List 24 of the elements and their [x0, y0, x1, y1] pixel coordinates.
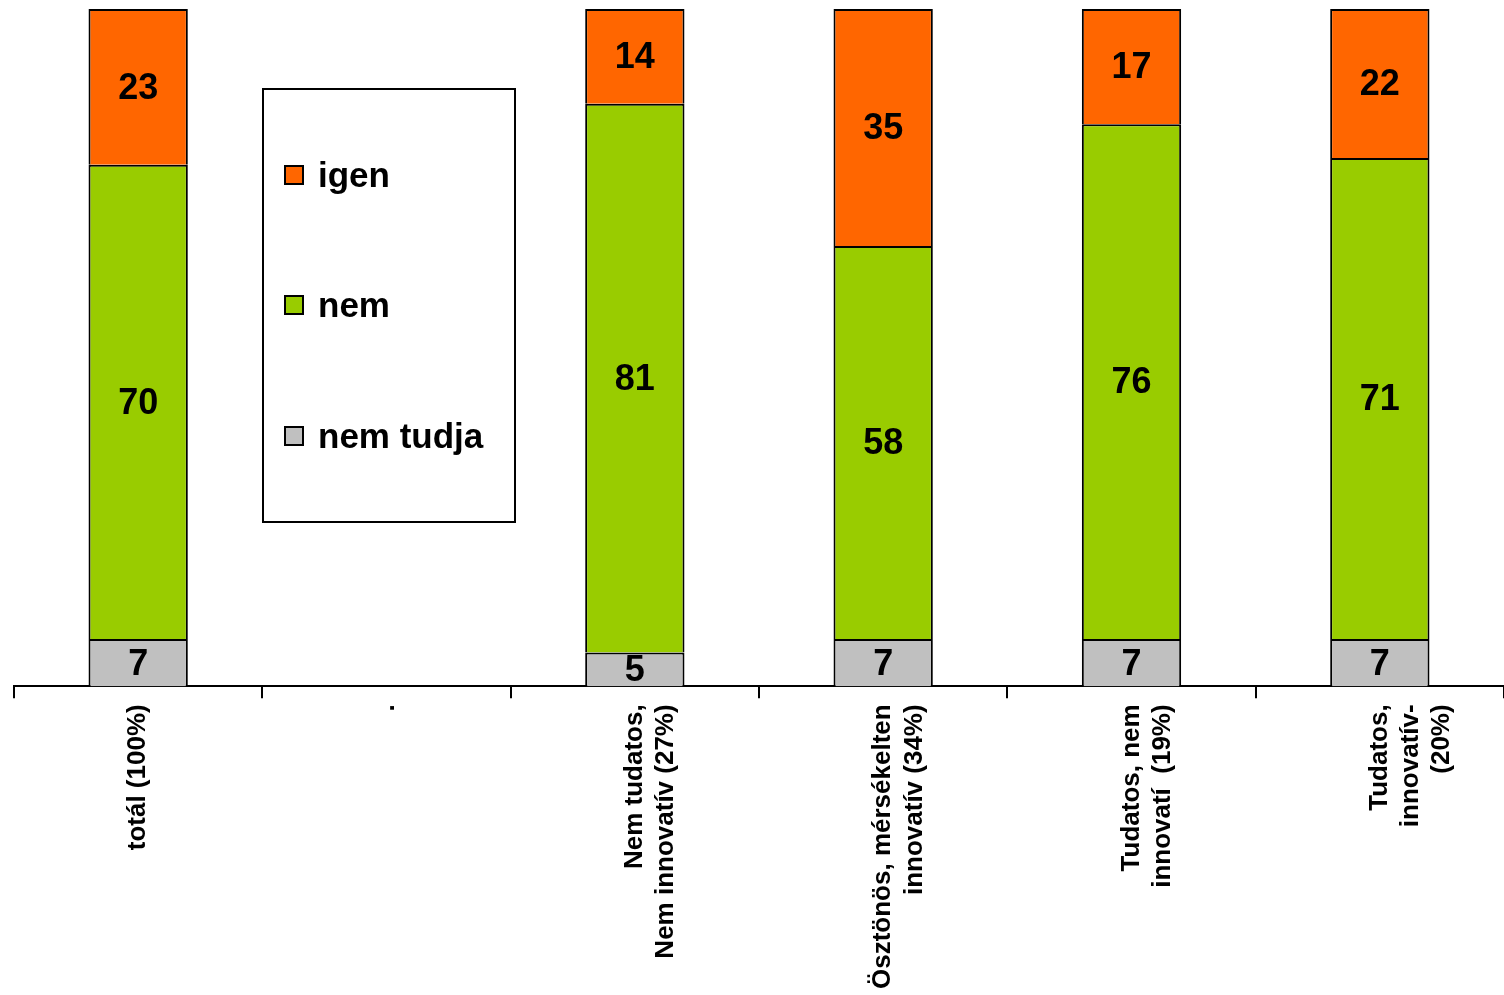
data-label: 17: [1111, 45, 1152, 87]
x-tick-label: Nem tudatos, Nem innovatív (27%): [618, 704, 680, 959]
data-label: 58: [863, 421, 904, 463]
data-label: 70: [118, 380, 159, 422]
x-tick-label: .: [369, 704, 400, 712]
data-label: 81: [614, 357, 655, 399]
legend-label: nem tudja: [318, 415, 484, 456]
data-label: 14: [614, 35, 655, 77]
data-label: 35: [863, 106, 904, 148]
x-tick-label: Ösztönös, mérsékelten innovatív (34%): [866, 704, 928, 989]
data-label: 71: [1359, 377, 1400, 419]
data-label: 7: [1121, 641, 1142, 683]
data-label: 22: [1359, 62, 1400, 104]
data-label: 5: [624, 648, 645, 690]
data-label: 23: [118, 65, 159, 107]
x-tick-label: totál (100%): [121, 704, 152, 851]
data-label: 7: [128, 641, 149, 683]
legend-label: igen: [318, 155, 390, 196]
x-tick-label: Tudatos, innovatív- (20%): [1363, 704, 1456, 828]
legend-label: nem: [318, 285, 390, 326]
x-tick-label: Tudatos, nem innovatí (19%): [1114, 704, 1176, 888]
data-label: 76: [1111, 360, 1152, 402]
data-label: 7: [1369, 641, 1390, 683]
data-label: 7: [873, 641, 894, 683]
